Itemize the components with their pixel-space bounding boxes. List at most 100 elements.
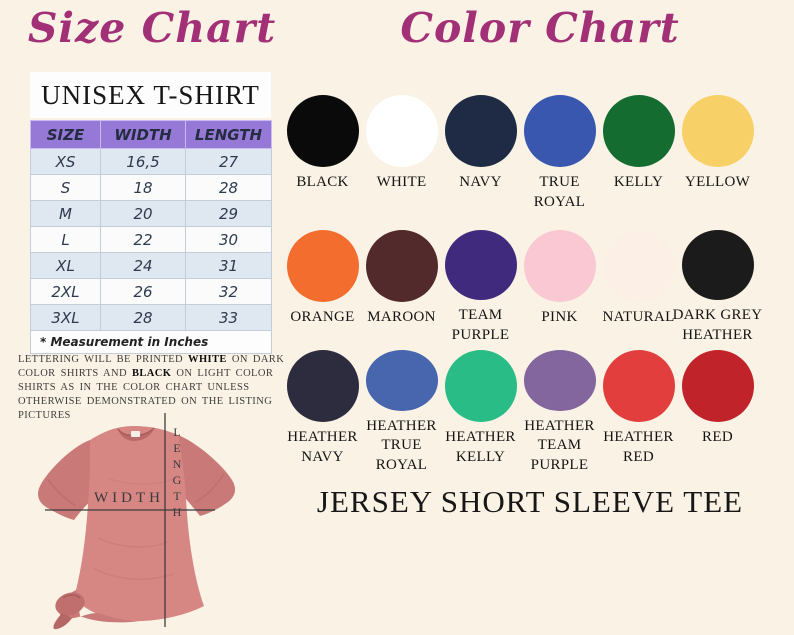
color-item: BLACK bbox=[283, 90, 362, 225]
size-table-row: M 20 29 bbox=[30, 200, 272, 227]
color-swatch bbox=[444, 230, 517, 300]
color-label: HEATHER TRUE ROYAL bbox=[366, 417, 437, 473]
color-swatch bbox=[365, 95, 438, 167]
color-item: TRUE ROYAL bbox=[520, 90, 599, 225]
knot-fold-line bbox=[62, 594, 81, 599]
garment-name-panel: UNISEX T-SHIRT bbox=[30, 72, 271, 118]
color-grid: BLACK WHITE NAVY TRUE ROYAL KELLY YELLOW… bbox=[283, 90, 762, 475]
color-item: PINK bbox=[520, 225, 599, 345]
size-chart-title: Size Chart bbox=[27, 4, 277, 52]
color-label: TEAM PURPLE bbox=[451, 307, 510, 343]
collar-tag bbox=[131, 431, 140, 437]
color-label: NAVY bbox=[459, 174, 502, 190]
color-swatch bbox=[444, 95, 517, 167]
color-item: HEATHER TEAM PURPLE bbox=[520, 345, 599, 475]
color-swatch bbox=[602, 230, 675, 302]
color-label: DARK GREY HEATHER bbox=[672, 307, 763, 343]
width-cell: 26 bbox=[100, 278, 186, 305]
color-chart-title: Color Chart bbox=[400, 4, 680, 52]
note-bold-black: BLACK bbox=[131, 368, 172, 380]
color-label: YELLOW bbox=[684, 174, 751, 190]
tshirt-body bbox=[75, 426, 205, 622]
color-item: WHITE bbox=[362, 90, 441, 225]
color-item: KELLY bbox=[599, 90, 678, 225]
size-cell: L bbox=[30, 226, 101, 253]
color-label: ORANGE bbox=[290, 309, 355, 325]
size-table-row: 2XL 26 32 bbox=[30, 278, 272, 305]
printing-note: LETTERING WILL BE PRINTED WHITE ON DARK … bbox=[18, 353, 290, 423]
size-cell: XS bbox=[30, 148, 101, 175]
size-table-row: L 22 30 bbox=[30, 226, 272, 253]
product-title: JERSEY SHORT SLEEVE TEE bbox=[316, 484, 744, 519]
size-table-row: XL 24 31 bbox=[30, 252, 272, 279]
color-item: DARK GREY HEATHER bbox=[673, 225, 762, 345]
width-column-header: WIDTH bbox=[100, 120, 186, 149]
size-table-footnote-row: * Measurement in Inches bbox=[30, 330, 272, 354]
note-text: ON DARK COLOR SHIRTS AND bbox=[18, 354, 285, 380]
size-table-header-row: SIZE WIDTH LENGTH bbox=[30, 120, 272, 149]
length-cell: 30 bbox=[185, 226, 272, 253]
tshirt-knot-tail bbox=[53, 613, 72, 630]
color-label: WHITE bbox=[376, 174, 427, 190]
size-column-header: SIZE bbox=[30, 120, 101, 149]
color-item: NAVY bbox=[441, 90, 520, 225]
width-cell: 18 bbox=[100, 174, 186, 201]
color-item: HEATHER KELLY bbox=[441, 345, 520, 475]
color-label: PINK bbox=[541, 309, 578, 325]
color-swatch bbox=[681, 95, 754, 167]
color-item: HEATHER RED bbox=[599, 345, 678, 475]
color-item: MAROON bbox=[362, 225, 441, 345]
width-cell: 16,5 bbox=[100, 148, 186, 175]
wrinkle-line bbox=[107, 477, 177, 485]
color-swatch bbox=[681, 230, 754, 300]
color-label: MAROON bbox=[367, 309, 436, 325]
note-text: ON LIGHT COLOR SHIRTS AS IN THE COLOR CH… bbox=[18, 368, 274, 422]
width-cell: 20 bbox=[100, 200, 186, 227]
tshirt-right-sleeve bbox=[178, 435, 236, 516]
color-swatch bbox=[286, 95, 359, 167]
size-table-row: XS 16,5 27 bbox=[30, 148, 272, 175]
color-swatch bbox=[365, 350, 438, 411]
color-item: HEATHER TRUE ROYAL bbox=[362, 345, 441, 475]
color-item: TEAM PURPLE bbox=[441, 225, 520, 345]
color-label: HEATHER KELLY bbox=[445, 429, 516, 465]
length-cell: 28 bbox=[185, 174, 272, 201]
color-swatch bbox=[602, 350, 675, 422]
width-cell: 24 bbox=[100, 252, 186, 279]
garment-name: UNISEX T-SHIRT bbox=[41, 79, 260, 110]
wrinkle-line bbox=[97, 537, 169, 548]
color-label: RED bbox=[702, 429, 733, 445]
length-cell: 31 bbox=[185, 252, 272, 279]
color-label: HEATHER TEAM PURPLE bbox=[524, 417, 595, 473]
size-cell: 2XL bbox=[30, 278, 101, 305]
right-cuff-seam bbox=[195, 473, 225, 503]
color-item: NATURAL bbox=[599, 225, 678, 345]
color-label: NATURAL bbox=[602, 309, 675, 325]
tshirt-left-sleeve bbox=[38, 440, 92, 520]
length-column-header: LENGTH bbox=[185, 120, 272, 149]
color-label: BLACK bbox=[296, 174, 349, 190]
color-swatch bbox=[365, 230, 438, 302]
tshirt-photo: WIDTH LENGTH bbox=[18, 408, 268, 633]
color-swatch bbox=[286, 350, 359, 422]
size-cell: S bbox=[30, 174, 101, 201]
left-cuff-seam bbox=[47, 479, 77, 507]
color-swatch bbox=[523, 350, 596, 411]
color-swatch bbox=[444, 350, 517, 422]
color-item: HEATHER NAVY bbox=[283, 345, 362, 475]
tshirt-collar bbox=[118, 428, 154, 441]
note-text: LETTERING WILL BE PRINTED bbox=[18, 354, 184, 365]
note-bold-white: WHITE bbox=[188, 354, 227, 365]
color-swatch bbox=[286, 230, 359, 302]
size-cell: 3XL bbox=[30, 304, 101, 331]
size-cell: M bbox=[30, 200, 101, 227]
length-cell: 33 bbox=[185, 304, 272, 331]
color-item: RED bbox=[678, 345, 757, 475]
color-label: HEATHER NAVY bbox=[287, 429, 358, 465]
color-item: YELLOW bbox=[678, 90, 757, 225]
length-cell: 29 bbox=[185, 200, 272, 227]
tshirt-knot bbox=[55, 592, 85, 616]
length-cell: 32 bbox=[185, 278, 272, 305]
width-cell: 28 bbox=[100, 304, 186, 331]
